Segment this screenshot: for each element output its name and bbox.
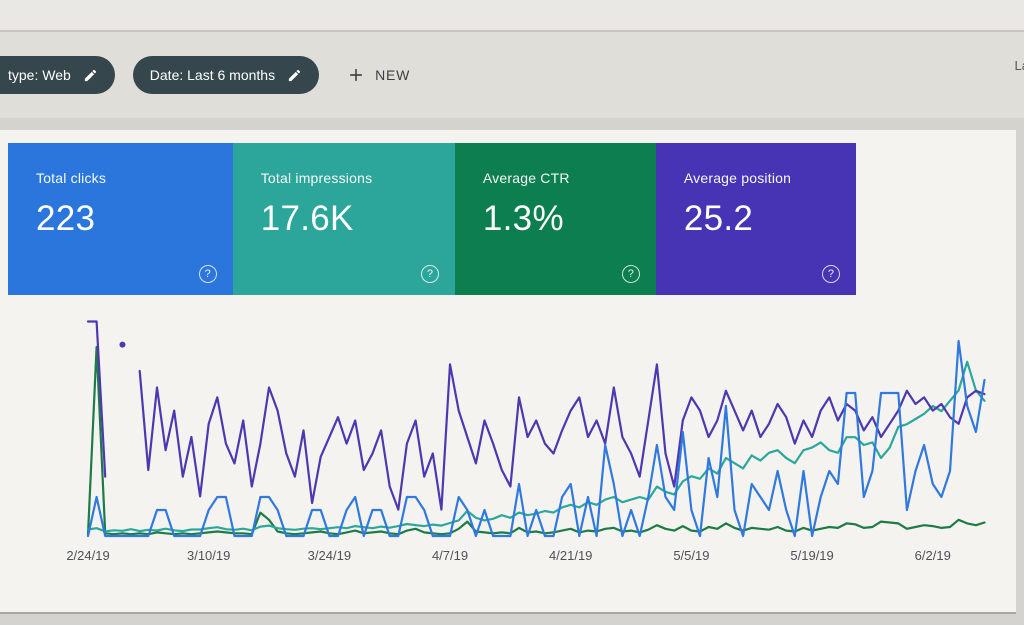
x-axis-label: 5/19/19: [790, 548, 834, 563]
help-icon[interactable]: ?: [198, 265, 217, 283]
x-axis-label: 3/10/19: [186, 548, 231, 563]
metric-cards-row: Total clicks 223 ? Total impressions 17.…: [8, 143, 856, 295]
performance-panel: Total clicks 223 ? Total impressions 17.…: [0, 130, 1016, 614]
metric-card-average-ctr[interactable]: Average CTR 1.3% ?: [454, 143, 656, 295]
edit-icon[interactable]: [287, 68, 302, 83]
top-strip: [0, 0, 1024, 32]
chart-line-position[interactable]: [138, 363, 986, 511]
chart-line-impressions[interactable]: [86, 360, 986, 533]
help-icon[interactable]: ?: [621, 265, 640, 283]
plus-icon: [350, 69, 362, 81]
metric-card-label: Total impressions: [260, 170, 373, 186]
metric-card-value: 25.2: [683, 199, 754, 238]
help-icon[interactable]: ?: [821, 265, 840, 283]
metric-card-value: 1.3%: [482, 199, 564, 238]
new-filter-button-label: NEW: [375, 67, 411, 83]
x-axis-label: 4/21/19: [549, 548, 593, 563]
x-axis-label: 3/24/19: [307, 548, 352, 563]
x-axis-label: 6/2/19: [914, 548, 951, 563]
filter-bar: type: Web Date: Last 6 months NEW La: [0, 32, 1024, 118]
chart-line-clicks[interactable]: [86, 339, 986, 538]
filter-chip-date-range-label: Date: Last 6 months: [149, 67, 276, 83]
metric-card-total-impressions[interactable]: Total impressions 17.6K ?: [232, 143, 455, 295]
metric-card-label: Average CTR: [482, 170, 570, 186]
metric-card-average-position[interactable]: Average position 25.2 ?: [655, 143, 856, 295]
performance-chart-canvas[interactable]: [8, 298, 1010, 543]
metric-card-value: 17.6K: [260, 199, 354, 238]
metric-card-label: Total clicks: [36, 170, 107, 186]
chart-line-ctr[interactable]: [86, 345, 986, 536]
metric-card-value: 223: [36, 199, 96, 238]
x-axis-label: 5/5/19: [673, 548, 710, 563]
metric-card-label: Average position: [683, 170, 792, 186]
filter-chip-search-type[interactable]: type: Web: [0, 56, 115, 94]
help-icon[interactable]: ?: [420, 265, 439, 283]
edit-icon[interactable]: [83, 68, 98, 83]
chart-point-position[interactable]: [119, 341, 126, 348]
top-right-partial-text: La: [1014, 58, 1024, 73]
filter-chip-search-type-label: type: Web: [8, 67, 71, 83]
new-filter-button[interactable]: NEW: [346, 65, 410, 85]
x-axis-label: 4/7/19: [431, 548, 469, 563]
chart-line-position[interactable]: [86, 320, 107, 478]
metric-card-total-clicks[interactable]: Total clicks 223 ?: [8, 143, 233, 295]
filter-chip-date-range[interactable]: Date: Last 6 months: [132, 56, 320, 94]
x-axis-label: 2/24/19: [66, 548, 110, 563]
performance-chart[interactable]: 2/24/19 3/10/19 3/24/19 4/7/19 4/21/19 5/5/19…: [8, 298, 1010, 598]
chart-x-axis: 2/24/19 3/10/19 3/24/19 4/7/19 4/21/19 5/5/19…: [8, 548, 1010, 568]
